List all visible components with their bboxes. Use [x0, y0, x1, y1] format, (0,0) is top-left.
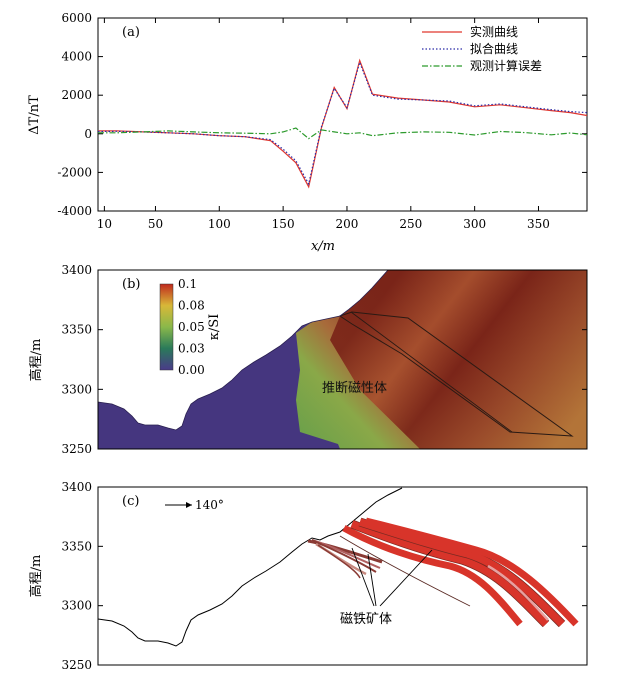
- panel-a-series: [98, 58, 587, 189]
- y-tick-label: 4000: [61, 50, 92, 64]
- colorbar-tick-label: 0.08: [178, 299, 205, 313]
- panel-b: (b) 3250 3300 3350 3400 高程/m 0.1 0.08 0.05 0.0…: [28, 263, 588, 456]
- y-tick-label: 3350: [61, 539, 92, 553]
- ore-band-2: [350, 520, 549, 627]
- ore-band-1: [342, 524, 523, 627]
- main-ore-bodies: [342, 517, 579, 628]
- panel-a-frame: [97, 17, 588, 212]
- high-susceptibility-zone: [330, 270, 587, 449]
- colorbar-label: κ/SI: [207, 314, 222, 341]
- topography-line-c: [97, 487, 403, 647]
- x-tick-label: 350: [527, 217, 550, 231]
- ore-lens-5: [317, 544, 361, 579]
- y-tick-label: 3350: [61, 323, 92, 337]
- series-line-3: [98, 127, 587, 140]
- leader-line-2: [367, 553, 377, 607]
- panel-a-label: (a): [122, 25, 140, 40]
- x-tick-label: 300: [463, 217, 486, 231]
- series-line-1: [98, 58, 587, 189]
- series-line-2: [98, 60, 587, 186]
- panel-c-label: (c): [122, 494, 139, 509]
- ore-band-4: [365, 517, 579, 627]
- panel-b-label: (b): [122, 277, 140, 292]
- x-tick-label: 50: [148, 217, 163, 231]
- y-tick-label: 3250: [61, 658, 92, 672]
- arrow-head-icon: [186, 502, 192, 508]
- y-tick-label: 0: [84, 127, 92, 141]
- panel-c-frame: [97, 486, 588, 666]
- x-tick-label: 250: [399, 217, 422, 231]
- panel-b-y-axis: 3250 3300 3350 3400: [61, 263, 587, 456]
- ore-lens-1: [307, 539, 383, 564]
- ore-body-annotation: 磁铁矿体: [340, 612, 392, 627]
- panel-c-y-label: 高程/m: [28, 555, 44, 598]
- panel-a-y-axis: -4000 -2000 0 2000 4000 6000: [57, 11, 587, 218]
- x-tick-label: 150: [272, 217, 295, 231]
- panel-a-x-axis: 10 50 100 150 200 250 300 350: [97, 18, 550, 231]
- direction-label: 140°: [195, 498, 224, 512]
- ore-band-highlight: [487, 564, 549, 621]
- y-tick-label: -4000: [57, 204, 92, 218]
- legend-label-fitted: 拟合曲线: [470, 41, 518, 56]
- inferred-body-outline: [338, 311, 574, 437]
- colorbar-tick-label: 0.00: [178, 363, 205, 377]
- colorbar-ticks: 0.1 0.08 0.05 0.03 0.00: [178, 277, 205, 377]
- inferred-body-annotation: 推断磁性体: [322, 381, 387, 396]
- panel-c: (c) 3250 3300 3350 3400 高程/m 140°: [28, 480, 588, 672]
- panel-c-y-axis: 3250 3300 3350 3400: [61, 480, 587, 672]
- panel-b-y-label: 高程/m: [28, 339, 44, 382]
- colorbar-tick-label: 0.05: [178, 320, 205, 334]
- y-tick-label: -2000: [57, 165, 92, 179]
- panel-b-frame: [97, 269, 588, 450]
- panel-a-y-label: ΔT/nT: [27, 95, 42, 135]
- panel-a-legend: 实测曲线 拟合曲线 观测计算误差: [422, 24, 542, 73]
- x-tick-label: 100: [208, 217, 231, 231]
- y-tick-label: 2000: [61, 88, 92, 102]
- x-tick-label: 10: [97, 217, 112, 231]
- ore-band-3: [358, 518, 565, 627]
- colorbar-tick-label: 0.03: [178, 342, 205, 356]
- colorbar-tick-label: 0.1: [178, 277, 197, 291]
- direction-arrow: 140°: [165, 498, 224, 512]
- ore-trace-line: [339, 535, 471, 607]
- y-tick-label: 3400: [61, 263, 92, 277]
- legend-label-measured: 实测曲线: [470, 24, 518, 39]
- y-tick-label: 3250: [61, 442, 92, 456]
- leader-line-3: [379, 549, 433, 607]
- y-tick-label: 6000: [61, 11, 92, 25]
- inferred-body-edge: [350, 311, 513, 433]
- y-tick-label: 3300: [61, 599, 92, 613]
- colorbar-gradient: [159, 283, 174, 371]
- leader-line-1: [351, 547, 375, 607]
- topography-line-b: [98, 270, 389, 431]
- y-tick-label: 3400: [61, 480, 92, 494]
- x-tick-label: 200: [336, 217, 359, 231]
- colorbar: 0.1 0.08 0.05 0.03 0.00 κ/SI: [159, 277, 222, 377]
- legend-label-error: 观测计算误差: [470, 58, 542, 73]
- panel-a: (a) -4000 -2000 0 2000 4000 6000 10 50 100 150 20…: [27, 11, 588, 254]
- y-tick-label: 3300: [61, 382, 92, 396]
- panel-a-x-label: x/m: [311, 239, 335, 254]
- minor-ore-lenses: [307, 535, 471, 607]
